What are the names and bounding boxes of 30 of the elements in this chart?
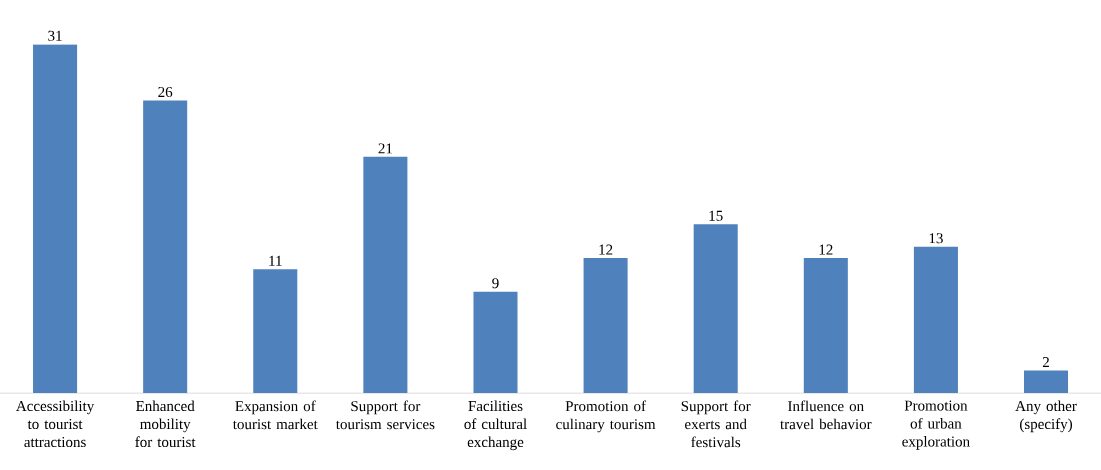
x-tick-label: Promotion of culinary tourism <box>556 400 656 433</box>
bar <box>253 269 298 393</box>
data-label: 11 <box>269 255 282 266</box>
bar <box>33 44 78 393</box>
data-label: 9 <box>492 278 499 289</box>
data-label: 31 <box>48 30 62 41</box>
bar <box>473 291 518 393</box>
x-tick-label: Promotion of urban exploration <box>902 400 970 450</box>
bar <box>1024 370 1069 393</box>
data-label: 21 <box>378 143 392 154</box>
x-tick-label: Support for tourism services <box>335 400 435 430</box>
x-tick-label: Influence on travel behavior <box>780 400 872 430</box>
x-tick-label: Enhanced mobility for tourist <box>135 400 196 448</box>
x-tick-label: Any other (specify) <box>1015 400 1077 433</box>
x-tick-label: Expansion of tourist market <box>232 400 318 430</box>
data-label: 15 <box>709 210 723 221</box>
data-label: 13 <box>929 233 943 244</box>
data-label: 2 <box>1042 357 1049 367</box>
x-tick-label: Support for exerts and festivals <box>681 400 751 448</box>
bar <box>143 100 188 393</box>
data-label: 12 <box>599 244 613 255</box>
x-tick-label: Facilities of cultural exchange <box>464 400 527 451</box>
bar <box>913 246 958 393</box>
bar <box>693 224 738 393</box>
data-label: 12 <box>819 244 833 255</box>
x-tick-label: Accessibility to tourist attractions <box>16 400 95 448</box>
bar <box>803 258 848 393</box>
bar <box>363 156 408 393</box>
bar <box>583 258 628 393</box>
data-label: 26 <box>158 87 173 98</box>
